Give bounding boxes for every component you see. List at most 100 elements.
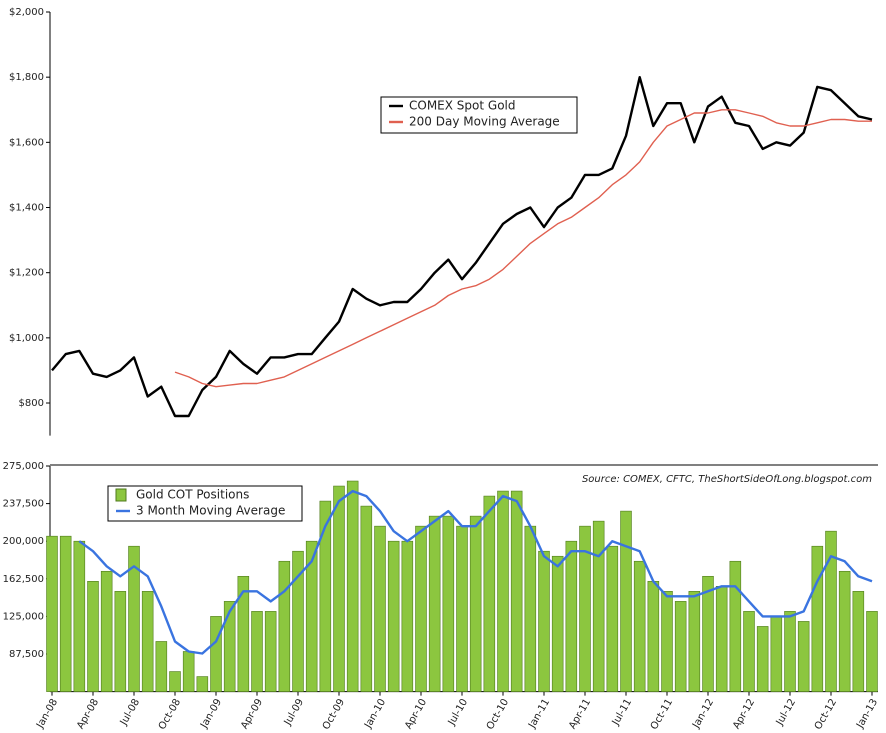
bar (852, 591, 865, 692)
bar (825, 530, 837, 692)
bar (456, 525, 468, 692)
x-tick-label: Jan-10 (362, 697, 388, 731)
bar (374, 525, 386, 692)
bar (428, 515, 441, 692)
legend-label: Gold COT Positions (136, 488, 249, 502)
x-tick-label: Jul-09 (282, 697, 306, 728)
x-tick-label: Oct-08 (157, 697, 183, 732)
x-tick-label: Jan-08 (34, 697, 60, 731)
bar (387, 540, 400, 692)
bar (73, 540, 86, 692)
bar (510, 490, 523, 692)
x-tick-label: Jan-13 (854, 697, 880, 731)
bar (155, 641, 168, 692)
bar (551, 555, 564, 692)
y-tick-label: $800 (19, 398, 44, 409)
source-note: Source: COMEX, CFTC, TheShortSideOfLong.… (582, 474, 872, 485)
legend-label: 3 Month Moving Average (136, 504, 285, 518)
bar (223, 601, 236, 692)
x-tick-label: Oct-10 (485, 697, 511, 732)
y-tick-label: 200,000 (3, 536, 44, 547)
y-tick-label: $1,400 (9, 203, 44, 214)
bar (278, 560, 291, 692)
bar (128, 545, 140, 692)
y-tick-label: $1,200 (9, 268, 44, 279)
y-tick-label: 237,500 (3, 499, 44, 510)
y-tick-label: 162,500 (3, 574, 44, 585)
bar (497, 490, 509, 692)
bar (661, 591, 673, 692)
line-series (174, 109, 872, 388)
bar (210, 616, 222, 692)
bar (729, 560, 742, 692)
x-tick-label: Jul-10 (446, 697, 470, 728)
x-tick-label: Oct-12 (813, 697, 839, 732)
bar (743, 611, 755, 692)
legend-swatch (115, 488, 127, 502)
bar (469, 515, 482, 692)
legend-box (380, 96, 578, 134)
legend-box (107, 485, 303, 522)
bar (59, 535, 72, 692)
bar (784, 611, 796, 692)
bar (100, 570, 113, 692)
bar (182, 651, 195, 692)
bar (538, 550, 550, 692)
bar (702, 575, 714, 692)
bar (442, 515, 455, 692)
bar (647, 581, 660, 692)
y-tick-label: $1,600 (9, 137, 44, 148)
bar (196, 676, 209, 692)
bar (770, 616, 783, 692)
bar (606, 545, 619, 692)
bar (715, 586, 728, 692)
y-tick-label: $2,000 (9, 7, 44, 18)
bar (579, 525, 591, 692)
bar (565, 540, 578, 692)
bar (811, 545, 824, 692)
legend-label: COMEX Spot Gold (409, 99, 515, 113)
bar (237, 575, 250, 692)
bar (292, 550, 304, 692)
bar (688, 591, 701, 692)
x-tick-label: Jul-08 (118, 697, 142, 728)
x-tick-label: Jan-11 (526, 697, 552, 731)
bar (633, 560, 646, 692)
bar (346, 480, 359, 692)
bar (592, 520, 605, 692)
bar (360, 505, 373, 692)
y-tick-label: 275,000 (3, 461, 44, 472)
bar (756, 626, 769, 692)
y-tick-label: $1,000 (9, 333, 44, 344)
x-tick-label: Apr-09 (239, 697, 265, 731)
x-tick-label: Apr-10 (403, 697, 429, 731)
x-tick-label: Jul-12 (774, 697, 798, 728)
x-tick-label: Apr-08 (75, 697, 101, 731)
bar (866, 611, 878, 692)
bar (797, 621, 810, 692)
bar (87, 581, 99, 692)
bar (319, 500, 332, 692)
x-tick-label: Jul-11 (610, 697, 634, 728)
bar (415, 525, 427, 692)
bar (114, 591, 127, 692)
bar (169, 671, 181, 692)
line-series (78, 489, 873, 655)
bar (46, 535, 58, 692)
bar (401, 540, 414, 692)
bar (251, 611, 263, 692)
bar (333, 485, 345, 692)
x-tick-label: Oct-09 (321, 697, 347, 732)
y-tick-label: 125,000 (3, 611, 44, 622)
y-tick-label: 87,500 (9, 649, 44, 660)
bar (674, 601, 687, 692)
line-series (51, 76, 873, 418)
bar (305, 540, 318, 692)
bar (620, 510, 632, 692)
x-tick-label: Jan-09 (198, 697, 224, 731)
x-tick-label: Jan-12 (690, 697, 716, 731)
x-tick-label: Apr-11 (567, 697, 593, 731)
bar (483, 495, 496, 692)
legend-label: 200 Day Moving Average (409, 115, 560, 129)
